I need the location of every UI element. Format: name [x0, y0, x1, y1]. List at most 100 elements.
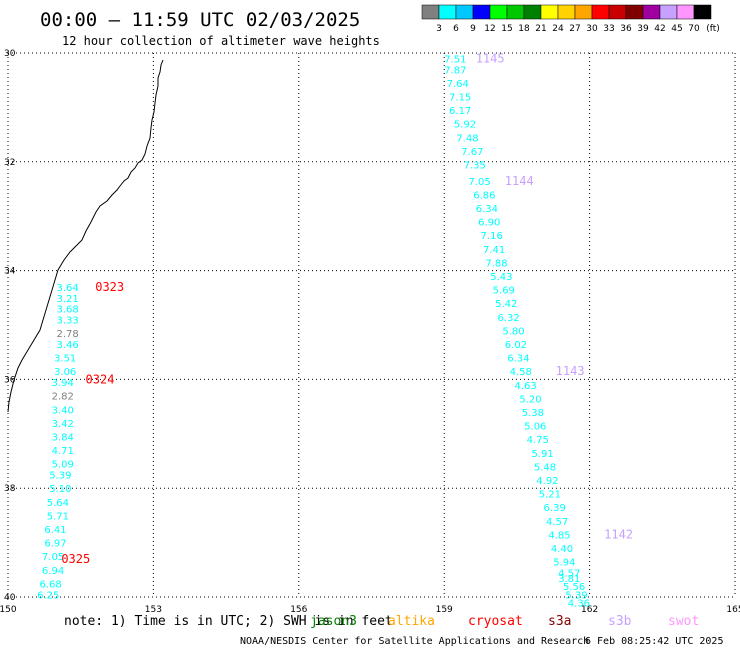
pass-labels: 0323 0324 0325 1145 1144 1143 1142: [61, 51, 633, 565]
legend-label: 70: [688, 24, 700, 34]
legend-swatch: [608, 4, 627, 20]
y-tick-label: 32: [4, 158, 15, 168]
legend-label: 45: [671, 24, 682, 34]
wave-height-label: 5.06: [524, 422, 546, 433]
wave-height-label: 5.64: [47, 498, 69, 509]
wave-height-label: 3.42: [52, 419, 74, 430]
satellite-label: jason3: [310, 614, 357, 629]
wave-height-points: 3.643.213.683.33 2.783.46 3.51 3.063.94 2.82…: [37, 54, 590, 609]
satellite-label: s3b: [608, 614, 632, 629]
wave-height-label: 3.46: [56, 340, 78, 351]
wave-height-label: 4.75: [527, 435, 549, 446]
wave-height-label: 7.41: [483, 245, 505, 256]
legend-label: 9: [470, 24, 476, 34]
coastline: [7, 59, 164, 413]
pass-time-label: 1142: [604, 527, 633, 541]
wave-height-label: 3.94: [52, 378, 74, 389]
legend-swatch: [591, 4, 610, 20]
wave-height-label: 4.92: [536, 476, 558, 487]
wave-height-label: 7.05: [42, 552, 64, 563]
legend-label: 15: [501, 24, 512, 34]
satellite-legend: jason3 altika cryosat s3a s3b swot: [310, 614, 699, 629]
wave-height-label: 4.40: [551, 544, 573, 555]
wave-height-label: 2.82: [52, 392, 74, 403]
legend-label: 33: [603, 24, 614, 34]
legend-unit: (ft): [706, 24, 720, 34]
wave-height-label: 7.51: [444, 54, 466, 65]
legend-swatch: [455, 4, 474, 20]
pass-time-label: 1144: [505, 174, 534, 188]
wave-height-label: 4.71: [52, 446, 74, 457]
wave-height-label: 5.92: [454, 120, 476, 131]
grid-lines: [7, 52, 736, 598]
wave-height-label: 3.81: [558, 574, 580, 585]
chart-title: 00:00 – 11:59 UTC 02/03/2025: [40, 9, 360, 31]
wave-height-label: 3.33: [56, 316, 78, 327]
y-tick-label: 34: [4, 267, 16, 277]
pass-time-label: 0325: [61, 552, 90, 566]
legend-swatch: [421, 4, 440, 20]
footnote: note: 1) Time is in UTC; 2) SWH is in fe…: [64, 614, 393, 629]
legend-swatch: [659, 4, 678, 20]
legend-label: 3: [436, 24, 442, 34]
x-tick-label: 150: [0, 605, 17, 615]
legend-swatch: [523, 4, 542, 20]
wave-height-label: 6.02: [505, 340, 527, 351]
pass-time-label: 1145: [476, 51, 505, 65]
wave-height-label: 5.80: [502, 326, 524, 337]
wave-height-label: 3.40: [52, 405, 74, 416]
wave-height-label: 4.36: [568, 598, 590, 609]
wave-height-label: 4.57: [546, 517, 568, 528]
credit-line: NOAA/NESDIS Center for Satellite Applica…: [240, 636, 589, 647]
wave-height-label: 3.64: [56, 283, 78, 294]
wave-height-label: 3.06: [54, 367, 76, 378]
legend-label: 30: [586, 24, 598, 34]
x-tick-label: 165: [726, 605, 740, 615]
x-tick-label: 153: [145, 605, 162, 615]
pass-time-label: 0324: [86, 372, 115, 386]
satellite-label: swot: [668, 614, 699, 629]
wave-height-label: 5.38: [522, 408, 544, 419]
legend-swatch: [489, 4, 508, 20]
wave-height-label: 7.48: [456, 133, 478, 144]
wave-height-label: 3.21: [56, 294, 78, 305]
legend-label: 12: [484, 24, 495, 34]
color-legend: 3 6 9 12 15 18 21 24 27 30 33 36 39 42 45 70 (ft): [421, 4, 720, 34]
wave-height-label: 5.43: [490, 272, 512, 283]
wave-height-label: 5.09: [52, 460, 74, 471]
wave-height-label: 5.48: [534, 462, 556, 473]
legend-label: 27: [569, 24, 580, 34]
legend-label: 24: [552, 24, 564, 34]
y-tick-label: 30: [4, 49, 16, 59]
x-tick-label: 156: [290, 605, 307, 615]
legend-swatch: [557, 4, 576, 20]
wave-height-label: 6.94: [42, 566, 64, 577]
satellite-label: s3a: [548, 614, 571, 629]
legend-label: 18: [518, 24, 530, 34]
legend-swatch: [540, 4, 559, 20]
legend-swatch: [438, 4, 457, 20]
wave-height-label: 4.63: [514, 381, 536, 392]
wave-height-label: 7.67: [461, 147, 483, 158]
legend-label: 39: [637, 24, 649, 34]
wave-height-label: 2.78: [56, 329, 78, 340]
wave-height-label: 5.91: [531, 449, 553, 460]
wave-height-label: 7.88: [485, 258, 507, 269]
wave-height-label: 6.17: [449, 106, 471, 117]
y-tick-label: 38: [4, 484, 16, 494]
satellite-label: cryosat: [468, 614, 523, 629]
wave-height-label: 5.56: [563, 582, 585, 593]
y-tick-label: 40: [4, 593, 16, 603]
legend-swatch: [676, 4, 695, 20]
wave-height-label: 5.42: [495, 299, 517, 310]
wave-height-label: 5.20: [519, 394, 541, 405]
legend-swatch: [574, 4, 593, 20]
satellite-label: altika: [388, 614, 435, 629]
wave-height-label: 6.25: [37, 590, 59, 601]
wave-height-label: 6.32: [498, 313, 520, 324]
x-tick-label: 162: [581, 605, 598, 615]
wave-height-label: 7.16: [481, 231, 503, 242]
wave-height-label: 6.39: [544, 503, 566, 514]
legend-swatch: [472, 4, 491, 20]
x-tick-label: 159: [436, 605, 453, 615]
